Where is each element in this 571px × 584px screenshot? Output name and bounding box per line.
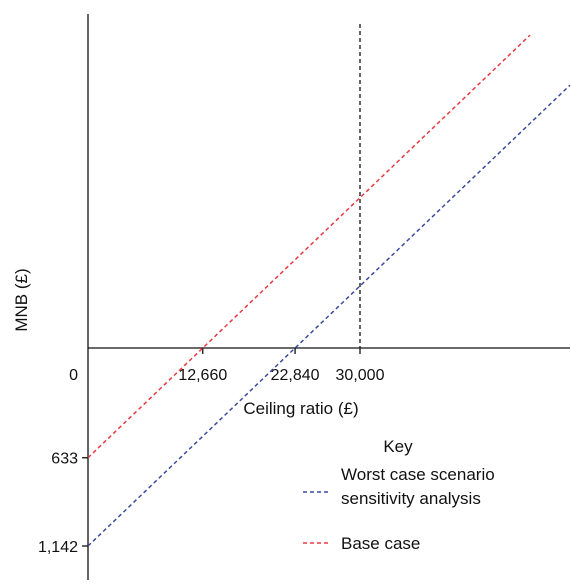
y-axis-label: MNB (£) [12,268,31,331]
legend-label-base-case: Base case [341,534,420,553]
x-tick-label-0: 12,660 [178,367,227,384]
y-tick-label-0: 0 [69,367,78,384]
legend-label-worst-case-line2: sensitivity analysis [341,489,481,508]
series-layer [87,24,571,547]
ticks-layer: 12,660 22,840 30,000 0 633 1,142 [38,348,385,556]
series-line-1 [87,34,531,459]
series-line-0 [87,84,571,547]
x-tick-label-1: 22,840 [271,367,320,384]
legend-label-worst-case-line1: Worst case scenario [341,465,495,484]
x-axis-label: Ceiling ratio (£) [243,399,358,418]
legend: Key Worst case scenario sensitivity anal… [303,437,499,553]
x-tick-label-2: 30,000 [336,367,385,384]
y-tick-label-2: 1,142 [38,539,78,556]
y-tick-label-1: 633 [51,451,78,468]
legend-title: Key [383,437,413,456]
legend-label-worst-case: Worst case scenario sensitivity analysis [341,465,499,508]
